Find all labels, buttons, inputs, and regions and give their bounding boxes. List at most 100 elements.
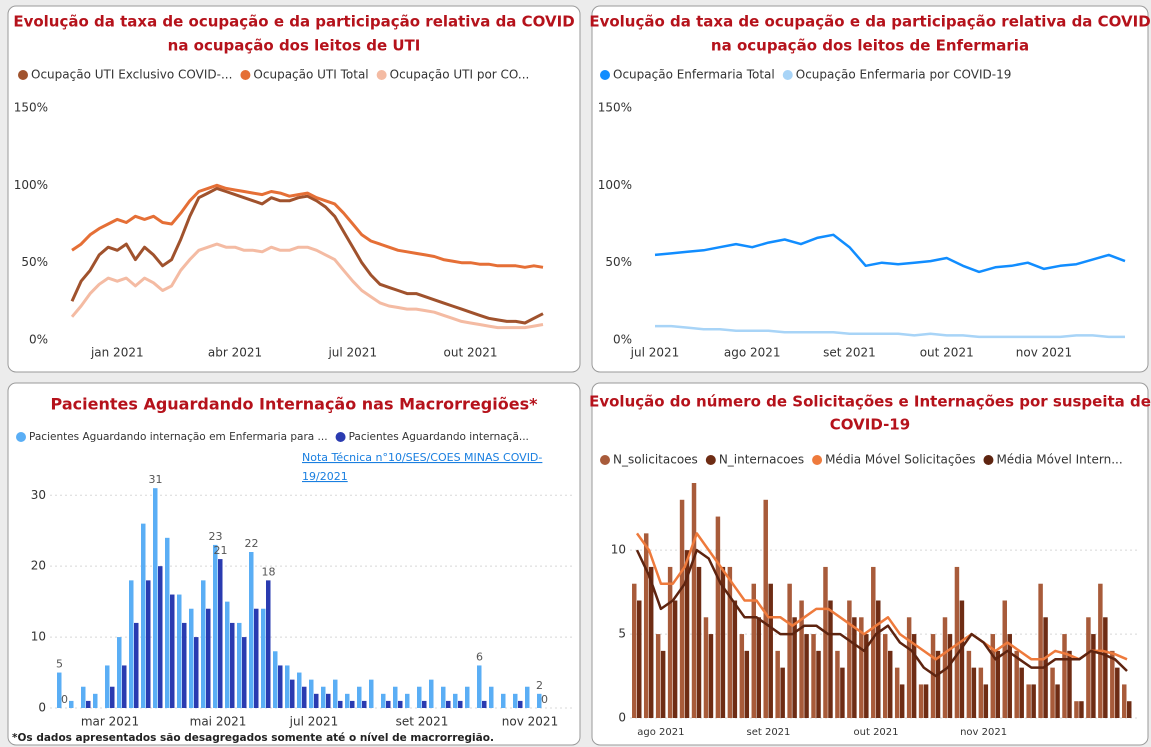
legend-label: Pacientes Aguardando internação em Enfer… xyxy=(29,431,328,443)
bar xyxy=(823,566,828,718)
legend-marker xyxy=(983,455,994,465)
chart-title: na ocupação dos leitos de UTI xyxy=(168,37,421,55)
legend-label: N_internacoes xyxy=(719,453,804,467)
bar xyxy=(828,600,833,718)
data-label: 5 xyxy=(56,658,63,671)
x-tick-label: out 2021 xyxy=(444,346,498,360)
panel xyxy=(7,5,581,373)
bar xyxy=(1110,650,1115,718)
x-tick-label: nov 2021 xyxy=(960,727,1007,738)
bar xyxy=(338,700,343,708)
bar xyxy=(326,693,331,708)
y-tick-label: 0% xyxy=(613,333,632,347)
bar xyxy=(1002,600,1007,718)
legend-label: Ocupação Enfermaria por COVID-19 xyxy=(796,68,1012,82)
bar xyxy=(122,665,127,708)
bar xyxy=(333,679,338,708)
chart-title: Evolução da taxa de ocupação e da partic… xyxy=(589,13,1150,31)
bar xyxy=(225,601,230,708)
bar xyxy=(285,665,290,708)
bar xyxy=(381,693,386,708)
bar xyxy=(684,550,690,718)
bar xyxy=(350,700,355,708)
bar xyxy=(81,686,86,708)
line-series xyxy=(635,532,1128,661)
bar xyxy=(637,600,642,718)
bar xyxy=(249,552,254,708)
data-label: 6 xyxy=(476,650,483,663)
bar xyxy=(417,686,422,708)
bar xyxy=(1031,684,1036,718)
bar xyxy=(537,693,542,708)
bar xyxy=(966,650,972,718)
data-label: 23 xyxy=(209,530,223,543)
y-tick-label: 50% xyxy=(21,255,48,269)
x-tick-label: abr 2021 xyxy=(208,346,262,360)
line-series xyxy=(71,183,544,269)
bar xyxy=(69,700,74,708)
bar xyxy=(182,622,187,708)
bar xyxy=(667,566,673,718)
bar xyxy=(679,499,685,718)
bar xyxy=(1122,684,1127,718)
bar xyxy=(165,537,170,708)
bar xyxy=(482,700,487,708)
y-tick-label: 0% xyxy=(29,333,48,347)
bar xyxy=(990,634,996,718)
note-link[interactable]: 19/2021 xyxy=(302,470,348,483)
bar xyxy=(146,580,151,708)
bar xyxy=(525,686,530,708)
legend-marker xyxy=(812,455,823,465)
x-tick-label: out 2021 xyxy=(854,727,899,738)
note-link[interactable]: Nota Técnica n°10/SES/COES MINAS COVID- xyxy=(302,451,542,464)
bar xyxy=(804,634,809,718)
bar xyxy=(660,650,666,718)
bar xyxy=(273,651,278,708)
bar xyxy=(1050,667,1055,718)
x-tick-label: jul 2021 xyxy=(289,715,339,729)
bar xyxy=(995,650,1001,718)
legend-label: Média Móvel Intern... xyxy=(996,453,1122,467)
x-tick-label: set 2021 xyxy=(823,346,876,360)
bar xyxy=(1067,650,1072,718)
bar xyxy=(811,634,816,718)
bar xyxy=(1038,583,1043,718)
bar xyxy=(297,672,302,708)
bar xyxy=(906,617,912,718)
x-tick-label: nov 2021 xyxy=(1016,346,1072,360)
bar xyxy=(405,693,410,708)
y-tick-label: 150% xyxy=(14,101,48,115)
x-tick-label: mar 2021 xyxy=(81,715,139,729)
bar xyxy=(672,600,678,718)
bar xyxy=(715,516,721,718)
bar xyxy=(918,684,924,718)
bar xyxy=(230,622,235,708)
legend-marker xyxy=(335,432,346,442)
bar xyxy=(513,693,518,708)
chart-title: Pacientes Aguardando Internação nas Macr… xyxy=(51,395,539,414)
x-tick-label: jan 2021 xyxy=(90,346,144,360)
bar xyxy=(852,617,857,718)
bar xyxy=(141,523,146,708)
bar xyxy=(1115,667,1120,718)
chart-title: na ocupação dos leitos de Enfermaria xyxy=(711,37,1029,55)
line-series xyxy=(70,242,544,330)
bar xyxy=(1127,701,1132,718)
x-tick-label: nov 2021 xyxy=(502,715,558,729)
legend-marker xyxy=(782,70,793,80)
bar xyxy=(134,622,139,708)
footnote: *Os dados apresentados são desagregados … xyxy=(12,732,494,744)
bar xyxy=(739,634,745,718)
bar xyxy=(398,700,403,708)
bar xyxy=(1074,701,1079,718)
legend-label: N_solicitacoes xyxy=(613,453,698,467)
bar xyxy=(518,700,523,708)
bar xyxy=(744,650,750,718)
bar xyxy=(708,634,714,718)
bar xyxy=(894,667,900,718)
bar xyxy=(983,684,989,718)
chart-title: COVID-19 xyxy=(830,416,910,434)
bar xyxy=(959,600,965,718)
